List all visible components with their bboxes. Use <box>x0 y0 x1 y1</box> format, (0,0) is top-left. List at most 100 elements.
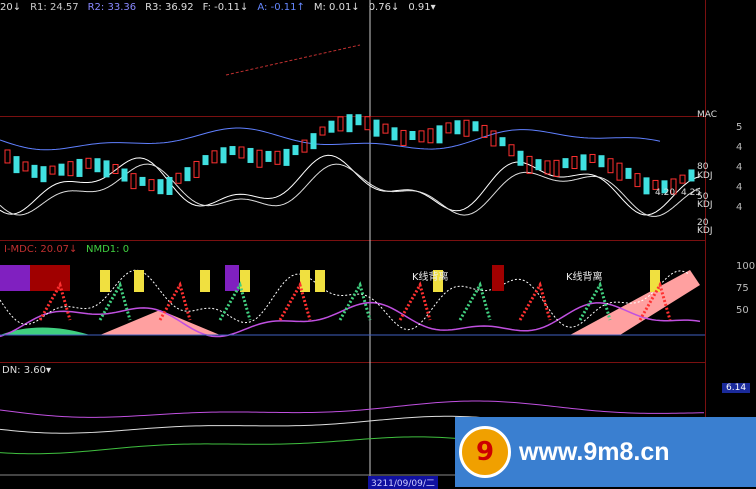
candlestick <box>427 128 434 144</box>
candlestick <box>85 157 92 169</box>
axis-tick: 5 <box>736 122 743 133</box>
header-value: 0.91▾ <box>408 2 436 13</box>
candlestick <box>202 155 209 166</box>
axis-tick: 4 <box>736 162 743 173</box>
hatched-bar <box>398 281 432 321</box>
candlestick <box>139 176 146 186</box>
candlestick <box>499 137 506 147</box>
header-value: M: 0.01↓ <box>313 2 360 13</box>
header-value: 0.76↓ <box>368 2 400 13</box>
header-value: F: -0.11↓ <box>202 2 249 13</box>
candlestick <box>175 172 182 184</box>
divergence-label: K线背离 <box>412 272 449 283</box>
candlestick <box>274 150 281 165</box>
candlestick <box>652 179 659 190</box>
watermark: 9 www.9m8.cn <box>455 417 756 487</box>
nmd-title: NMD1: 0 <box>86 244 130 255</box>
hatched-bar <box>458 281 492 321</box>
candlestick <box>58 163 65 176</box>
candlestick <box>445 122 452 134</box>
dn-title: DN: 3.60▾ <box>2 365 52 376</box>
candlestick <box>76 158 83 177</box>
candlestick <box>391 127 398 141</box>
candlestick <box>616 162 623 181</box>
signal-marker <box>315 270 325 292</box>
signal-marker <box>240 270 250 292</box>
purple-line <box>0 301 701 338</box>
hatched-bar <box>338 281 372 321</box>
trend-line <box>225 44 361 76</box>
hatched-bar <box>158 281 192 321</box>
candlestick <box>463 119 470 137</box>
signal-block <box>0 265 30 291</box>
candlestick <box>454 120 461 135</box>
kdj-label: KDJ <box>697 171 713 181</box>
candlestick <box>328 120 335 133</box>
panel-divider <box>0 240 705 241</box>
candlestick <box>148 179 155 192</box>
header-value: A: -0.11↑ <box>257 2 305 13</box>
candlestick <box>472 121 479 132</box>
level-20: 20 <box>697 218 709 228</box>
candlestick <box>157 179 164 195</box>
candlestick <box>598 155 605 168</box>
signal-marker <box>650 270 660 292</box>
candlestick <box>310 133 317 150</box>
candlestick <box>481 124 488 138</box>
hatched-bar <box>278 281 312 321</box>
candlestick <box>247 147 254 163</box>
candlestick <box>400 129 407 146</box>
candlestick <box>121 168 128 182</box>
signal-marker <box>433 270 443 292</box>
candlestick <box>544 160 551 175</box>
candlestick <box>49 165 56 175</box>
candlestick <box>580 154 587 171</box>
axis-tick: 4 <box>736 182 743 193</box>
hatched-bar <box>38 281 72 321</box>
axis-tick: 4 <box>736 142 743 153</box>
candlestick <box>364 116 371 131</box>
signal-marker <box>100 270 110 292</box>
candlestick <box>166 176 173 195</box>
axis-tick: 4 <box>736 202 743 213</box>
candlestick <box>4 149 11 164</box>
candlestick <box>301 139 308 153</box>
axis-tick: 50 <box>736 305 749 316</box>
candlestick <box>265 150 272 162</box>
candlestick <box>40 166 47 183</box>
axis-tick: 100 <box>736 261 756 272</box>
candlestick <box>112 164 119 175</box>
cursor-date: 3211/09/09/二 <box>368 476 438 489</box>
kdj-d-line <box>0 163 701 217</box>
candlestick <box>211 150 218 164</box>
kdj-label: KDJ <box>697 226 713 236</box>
pink-area <box>100 310 220 335</box>
candlestick <box>67 161 74 177</box>
price-low: 4.20 <box>655 188 676 198</box>
candlestick <box>130 173 137 190</box>
candlestick <box>517 150 524 166</box>
candlestick <box>238 146 245 159</box>
candlestick <box>562 158 569 169</box>
header-value: 20↓ <box>0 2 22 13</box>
candlestick <box>634 173 641 188</box>
header-value: R1: 24.57 <box>30 2 79 13</box>
hatched-bar <box>578 281 612 321</box>
candlestick <box>436 125 443 144</box>
candlestick <box>346 114 353 133</box>
candlestick <box>229 146 236 156</box>
candlestick <box>418 130 425 143</box>
candlestick <box>283 148 290 166</box>
price-high: 4.25 <box>681 188 702 198</box>
candlestick <box>382 123 389 134</box>
signal-marker <box>200 270 210 292</box>
candlestick <box>571 156 578 170</box>
candlestick <box>184 167 191 182</box>
hatched-bar <box>98 281 132 321</box>
hatched-bar <box>518 281 552 321</box>
band-upper <box>0 400 705 418</box>
indicator-header: 20↓ R1: 24.57 R2: 33.36 R3: 36.92 F: -0.11↓ A… <box>0 2 445 13</box>
kdj-label: KDJ <box>697 200 713 210</box>
candlestick <box>22 161 29 172</box>
